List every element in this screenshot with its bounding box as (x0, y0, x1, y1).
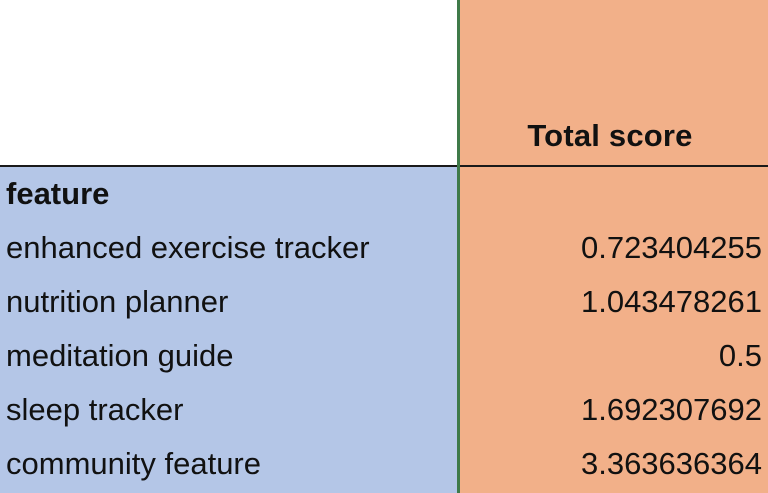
feature-cell[interactable]: community feature (6, 446, 261, 481)
feature-cell[interactable]: sleep tracker (6, 392, 184, 427)
header-bottom-border-left (0, 165, 457, 167)
header-total-score-cell[interactable] (460, 0, 768, 165)
row-header-feature-cell[interactable]: feature (6, 176, 110, 211)
header-bottom-border-right (460, 165, 768, 167)
total-score-cell[interactable]: 3.363636364 (580, 446, 762, 481)
feature-cell[interactable]: meditation guide (6, 338, 234, 373)
feature-column (0, 167, 457, 493)
feature-cell[interactable]: enhanced exercise tracker (6, 230, 370, 265)
header-empty-cell[interactable] (0, 0, 458, 165)
total-score-cell[interactable]: 1.043478261 (580, 284, 762, 319)
total-score-cell[interactable]: 1.692307692 (580, 392, 762, 427)
total-score-header: Total score (527, 118, 693, 153)
feature-cell[interactable]: nutrition planner (6, 284, 229, 319)
total-score-column (460, 167, 768, 493)
column-divider (457, 0, 460, 493)
total-score-cell[interactable]: 0.5 (718, 338, 762, 373)
total-score-cell[interactable]: 0.723404255 (580, 230, 762, 265)
